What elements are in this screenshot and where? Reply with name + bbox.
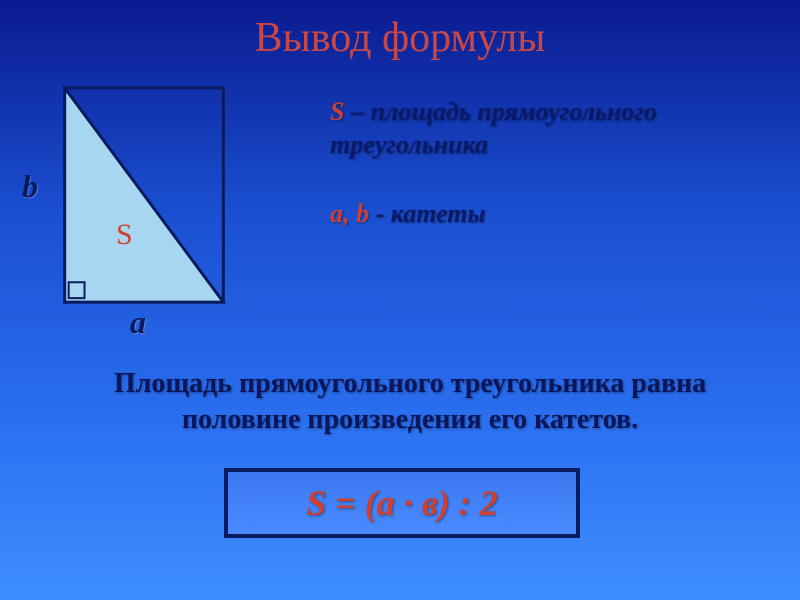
formula-text: S = (a · в) : 2 bbox=[306, 482, 498, 524]
label-s-inside: S bbox=[116, 218, 133, 252]
ab-symbols: a, b bbox=[330, 199, 369, 228]
definition-legs: a, b - катеты bbox=[330, 199, 760, 229]
label-b: b bbox=[22, 168, 38, 205]
definition-area: S – площадь прямоугольного треугольника bbox=[330, 96, 760, 161]
triangle-diagram bbox=[56, 82, 236, 302]
definitions-block: S – площадь прямоугольного треугольника … bbox=[330, 96, 760, 229]
page-title: Вывод формулы bbox=[0, 14, 800, 62]
theorem-text: Площадь прямоугольного треугольника равн… bbox=[90, 366, 730, 439]
diagram-triangle bbox=[65, 88, 224, 302]
triangle-svg bbox=[56, 82, 236, 312]
s-symbol: S bbox=[330, 97, 344, 126]
label-a: a bbox=[130, 304, 146, 341]
definition-area-text: – площадь прямоугольного треугольника bbox=[330, 97, 657, 159]
definition-legs-text: - катеты bbox=[369, 199, 486, 228]
formula-box: S = (a · в) : 2 bbox=[224, 468, 580, 538]
